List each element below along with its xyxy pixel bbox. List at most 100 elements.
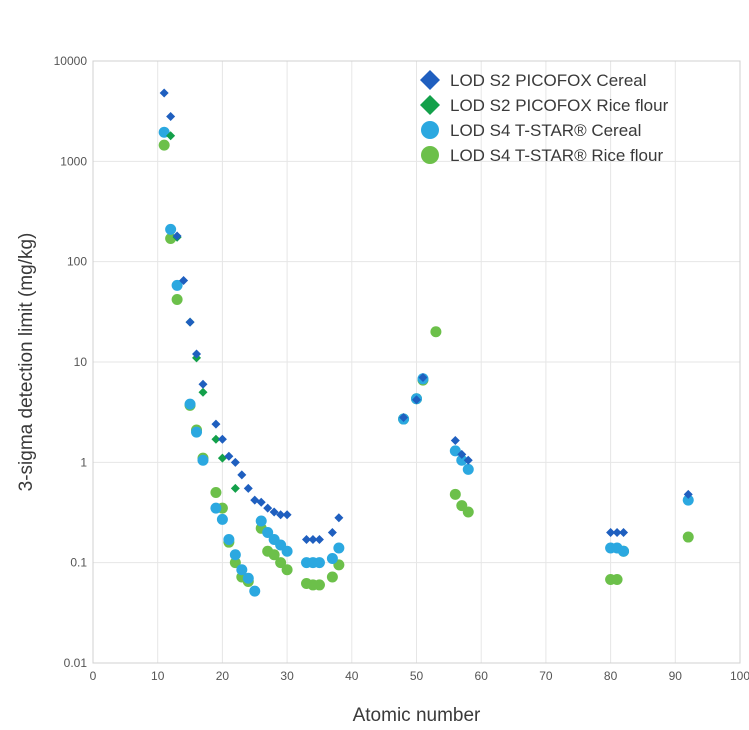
y-axis-ticks: 10000 1000 100 10 1 0.1 0.01 [54, 54, 88, 670]
data-point [606, 527, 616, 537]
plot-frame [92, 60, 741, 664]
data-point [211, 434, 221, 444]
data-point [171, 293, 183, 305]
x-tick-label: 60 [475, 669, 489, 683]
data-point [256, 497, 266, 507]
x-tick-label: 100 [730, 669, 749, 683]
data-point [249, 585, 261, 597]
data-point [611, 573, 623, 585]
legend-label: LOD S2 PICOFOX Cereal [450, 71, 647, 90]
data-point [243, 483, 253, 493]
data-point [412, 395, 421, 405]
legend-label: LOD S4 T-STAR® Rice flour [450, 146, 663, 165]
data-point [184, 398, 196, 410]
data-point [314, 535, 324, 545]
x-tick-label: 0 [90, 669, 97, 683]
data-point [462, 506, 474, 518]
y-tick-label: 100 [67, 255, 87, 269]
data-point [211, 419, 221, 429]
data-point [450, 436, 460, 446]
data-point [268, 549, 280, 561]
x-tick-label: 20 [216, 669, 230, 683]
data-point [282, 510, 292, 520]
data-point [216, 513, 228, 525]
data-point [418, 373, 428, 383]
data-point [185, 317, 195, 327]
data-point [457, 449, 467, 459]
data-point [326, 553, 338, 565]
x-tick-label: 70 [539, 669, 553, 683]
data-point [327, 527, 337, 537]
series-1 [166, 131, 240, 493]
series-0 [159, 88, 693, 545]
data-point [165, 223, 177, 235]
data-point [619, 527, 629, 537]
y-axis-label: 3-sigma detection limit (mg/kg) [16, 233, 37, 492]
data-point [198, 379, 208, 389]
data-point [197, 454, 209, 466]
data-point [236, 564, 248, 576]
data-point [682, 531, 694, 543]
data-point [191, 426, 203, 438]
data-point [242, 572, 254, 584]
data-point [171, 279, 183, 291]
data-point [682, 494, 694, 506]
data-points [158, 88, 694, 597]
legend-label: LOD S2 PICOFOX Rice flour [450, 96, 669, 115]
data-point [229, 557, 241, 569]
data-point [229, 549, 241, 561]
y-tick-label: 1000 [60, 154, 87, 168]
data-point [683, 489, 693, 499]
x-tick-label: 50 [410, 669, 424, 683]
y-tick-label: 10 [74, 355, 88, 369]
data-point [430, 326, 442, 338]
data-point [262, 526, 274, 538]
data-point [463, 455, 473, 465]
data-point [217, 453, 227, 463]
x-tick-label: 80 [604, 669, 618, 683]
data-point [281, 564, 293, 576]
data-point [210, 502, 222, 514]
data-point [449, 488, 461, 500]
data-point [275, 557, 287, 569]
data-point [334, 513, 344, 523]
legend: LOD S2 PICOFOX Cereal LOD S2 PICOFOX Rice… [420, 70, 669, 165]
data-point [192, 349, 202, 359]
data-point [302, 535, 312, 545]
data-point [210, 487, 222, 499]
legend-marker [421, 146, 439, 164]
legend-marker [420, 95, 440, 115]
legend-marker [420, 70, 440, 90]
data-point [166, 111, 176, 121]
data-point [276, 510, 286, 520]
data-point [399, 412, 409, 422]
x-axis-label: Atomic number [353, 705, 481, 726]
data-point [333, 542, 345, 554]
x-axis-ticks: 0 10 20 30 40 50 60 70 80 90 100 [90, 669, 749, 683]
data-point [166, 131, 176, 141]
series-3 [158, 139, 694, 591]
data-point [462, 463, 474, 475]
data-point [230, 457, 240, 467]
data-point [198, 387, 208, 397]
data-point [618, 545, 630, 557]
data-point [172, 231, 182, 241]
legend-label: LOD S4 T-STAR® Cereal [450, 121, 641, 140]
data-point [159, 88, 169, 98]
legend-marker [421, 121, 439, 139]
data-point [313, 557, 325, 569]
y-tick-label: 10000 [54, 54, 88, 68]
x-tick-label: 30 [280, 669, 294, 683]
data-point [217, 434, 227, 444]
data-point [230, 483, 240, 493]
data-point [313, 579, 325, 591]
x-tick-label: 40 [345, 669, 359, 683]
data-point [612, 527, 622, 537]
data-point [179, 275, 189, 285]
x-tick-label: 10 [151, 669, 165, 683]
data-point [456, 454, 468, 466]
data-point [224, 451, 234, 461]
data-point [269, 507, 279, 517]
data-point [263, 503, 273, 513]
